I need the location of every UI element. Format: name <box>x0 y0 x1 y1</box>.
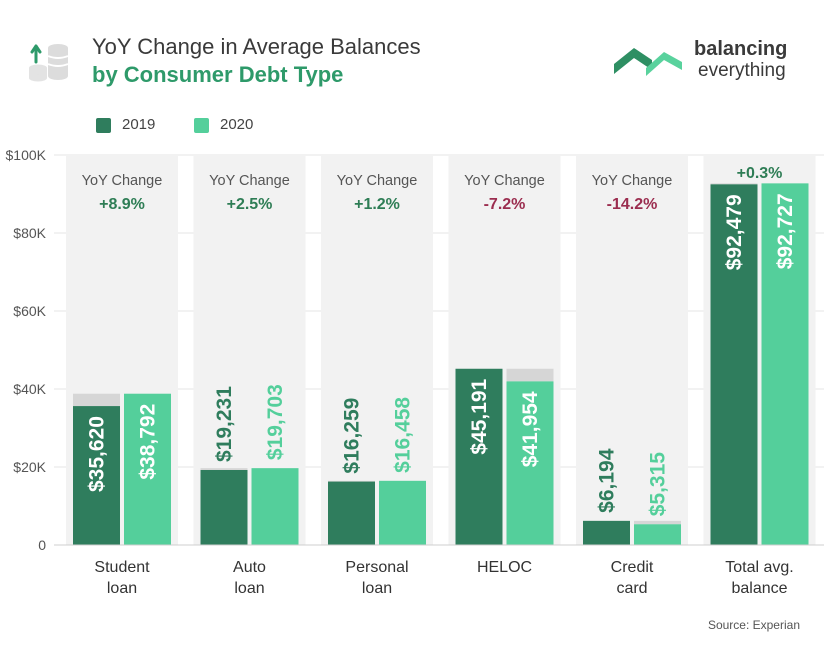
legend-label-2019: 2019 <box>122 116 156 133</box>
value-label-2019: $35,620 <box>86 416 109 492</box>
x-category-label: Auto <box>233 559 266 576</box>
value-label-2020: $41,954 <box>519 391 542 467</box>
value-label-2019: $19,231 <box>213 386 236 462</box>
value-label-2019: $92,479 <box>723 194 746 270</box>
bar-2019 <box>583 520 630 545</box>
x-category-label: balance <box>731 580 787 597</box>
bar-2019 <box>200 469 248 545</box>
category-panel <box>576 155 688 545</box>
comparison-stub <box>200 468 248 470</box>
category-panel <box>321 155 433 545</box>
value-label-2019: $16,259 <box>341 398 364 474</box>
logo-text-balancing: balancing <box>694 38 788 60</box>
yoy-change-value: +0.3% <box>737 165 783 182</box>
comparison-stub <box>73 393 120 407</box>
bar-2020 <box>634 524 681 545</box>
bar-2019 <box>710 184 758 545</box>
bar-2019 <box>455 368 503 545</box>
x-category-label: Total avg. <box>725 559 793 576</box>
x-category-label: loan <box>362 580 392 597</box>
y-tick-label: $80K <box>13 225 46 241</box>
logo-text-everything: everything <box>698 60 786 81</box>
title-icon <box>26 38 72 84</box>
bar-2020 <box>761 183 809 546</box>
money-stack-up-arrow-icon <box>29 44 69 82</box>
value-label-2020: $92,727 <box>774 193 797 269</box>
chart-title: YoY Change in Average Balances <box>92 34 421 59</box>
yoy-change-value: +8.9% <box>99 196 145 213</box>
value-label-2020: $5,315 <box>647 452 670 517</box>
y-tick-label: 0 <box>38 537 46 553</box>
value-label-2020: $38,792 <box>137 404 160 480</box>
bar-2020 <box>124 393 171 545</box>
value-label-2020: $16,458 <box>392 397 415 473</box>
y-tick-label: $40K <box>13 381 46 397</box>
legend-label-2020: 2020 <box>220 116 254 133</box>
comparison-stub <box>634 520 681 525</box>
x-category-label: card <box>616 580 647 597</box>
yoy-change-value: +1.2% <box>354 196 400 213</box>
comparison-stub <box>328 480 375 482</box>
yoy-change-label: YoY Change <box>337 173 418 189</box>
x-category-label: loan <box>234 580 264 597</box>
comparison-stub <box>710 183 758 185</box>
value-label-2019: $45,191 <box>468 378 491 454</box>
bar-2020 <box>251 468 299 545</box>
yoy-change-label: YoY Change <box>592 173 673 189</box>
comparison-stub <box>506 368 554 382</box>
yoy-change-value: +2.5% <box>227 196 273 213</box>
bar-2020 <box>506 381 554 545</box>
x-category-label: loan <box>107 580 137 597</box>
yoy-change-value: -7.2% <box>484 196 526 213</box>
source-note: Source: Experian <box>707 618 800 632</box>
bar-2020 <box>379 480 426 545</box>
value-label-2020: $19,703 <box>264 384 287 460</box>
x-category-label: HELOC <box>477 559 532 576</box>
yoy-change-value: -14.2% <box>607 196 658 213</box>
y-tick-label: $20K <box>13 459 46 475</box>
x-category-label: Personal <box>345 559 408 576</box>
bar-2019 <box>328 481 375 545</box>
logo-icon <box>612 40 684 80</box>
chart-subtitle: by Consumer Debt Type <box>92 62 344 87</box>
bar-2019 <box>73 406 120 545</box>
y-tick-label: $100K <box>6 147 47 163</box>
x-category-label: Student <box>94 559 150 576</box>
x-category-label: Credit <box>611 559 654 576</box>
yoy-change-label: YoY Change <box>82 173 163 189</box>
legend-swatch-2019 <box>96 118 111 133</box>
yoy-change-label: YoY Change <box>464 173 545 189</box>
balancing-everything-logo-mark <box>614 48 682 76</box>
legend-swatch-2020 <box>194 118 209 133</box>
y-tick-label: $60K <box>13 303 46 319</box>
value-label-2019: $6,194 <box>596 448 619 513</box>
yoy-change-label: YoY Change <box>209 173 290 189</box>
